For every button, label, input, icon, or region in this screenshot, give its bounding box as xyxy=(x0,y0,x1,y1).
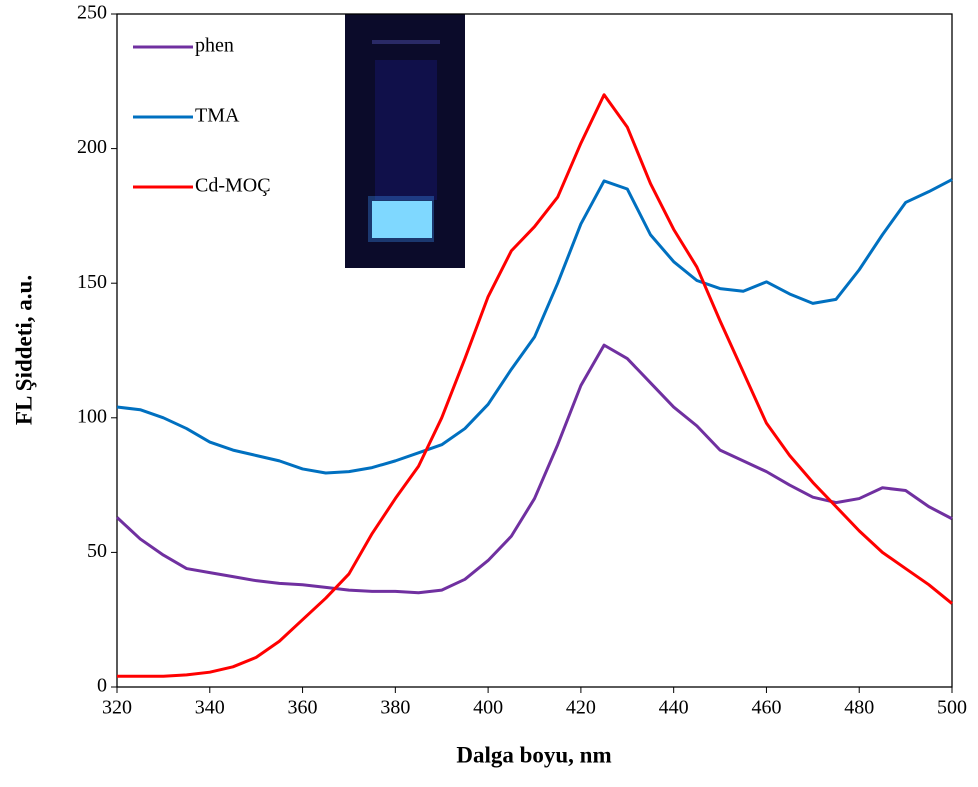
x-tick-label: 500 xyxy=(937,697,967,719)
series-line xyxy=(117,93,953,678)
x-axis-label: Dalga boyu, nm xyxy=(456,742,611,767)
legend-label: Cd-MOÇ xyxy=(195,175,271,197)
y-axis-label: FL Şiddeti, a.u. xyxy=(11,275,36,425)
y-tick-label: 200 xyxy=(77,136,107,158)
x-tick-label: 460 xyxy=(751,697,781,719)
x-tick-label: 360 xyxy=(288,697,318,719)
y-tick-label: 50 xyxy=(87,540,107,562)
x-tick-label: 420 xyxy=(566,697,596,719)
series-line xyxy=(115,343,953,595)
series-line xyxy=(116,178,953,475)
plot-frame xyxy=(116,13,953,688)
x-tick-label: 380 xyxy=(380,697,410,719)
x-tick-label: 400 xyxy=(473,697,503,719)
y-tick-label: 100 xyxy=(77,405,107,427)
x-tick-label: 340 xyxy=(195,697,225,719)
legend-label: phen xyxy=(195,35,234,57)
x-tick-label: 440 xyxy=(659,697,689,719)
legend-label: TMA xyxy=(195,105,240,127)
x-tick-label: 480 xyxy=(844,697,874,719)
x-tick-label: 320 xyxy=(102,697,132,719)
y-tick-label: 0 xyxy=(97,675,107,697)
inset-photo xyxy=(345,14,465,268)
y-tick-label: 250 xyxy=(77,2,107,24)
y-tick-label: 150 xyxy=(77,271,107,293)
